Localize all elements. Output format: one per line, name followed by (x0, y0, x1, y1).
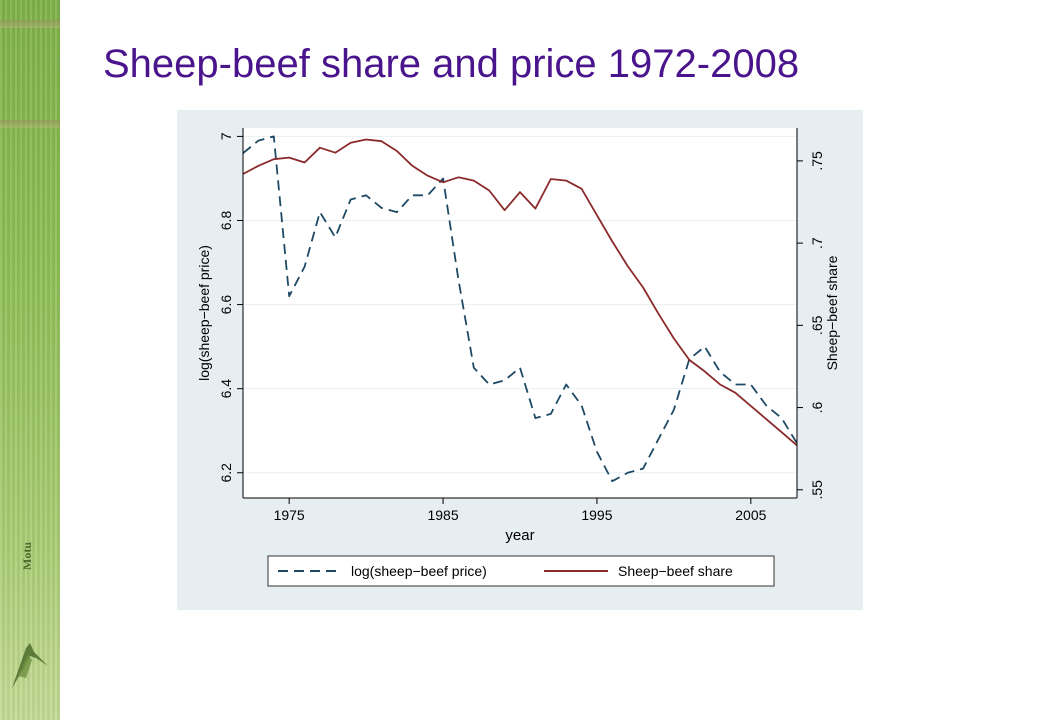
slide-title: Sheep-beef share and price 1972-2008 (103, 42, 800, 86)
legend-label-share: Sheep−beef share (618, 563, 733, 579)
x-tick-label: 1985 (427, 507, 458, 523)
axes: 1975 1985 1995 2005 6.2 6.4 6.6 6.8 7 .55 .6 .65 .7.… (218, 128, 825, 523)
x-tick-label: 1975 (274, 507, 305, 523)
y-axis-right-label: Sheep−beef share (824, 255, 840, 370)
legend-label-price: log(sheep−beef price) (351, 563, 487, 579)
y-right-tick-label: .6 (809, 402, 825, 414)
motu-logo: Motu (8, 542, 52, 698)
x-tick-label: 2005 (735, 507, 766, 523)
grid-lines (243, 135, 797, 474)
side-band-stripe (0, 20, 60, 28)
y-left-tick-label: 6.2 (218, 463, 234, 483)
y-right-tick-label: .55 (809, 480, 825, 500)
chart-panel: 1975 1985 1995 2005 6.2 6.4 6.6 6.8 7 .55 .6 .65 .7.… (177, 110, 863, 610)
x-tick-label: 1995 (581, 507, 612, 523)
share-series-line (242, 138, 798, 447)
x-axis-label: year (505, 527, 534, 544)
decorative-side-band: Motu (0, 0, 60, 720)
legend-box (267, 555, 775, 587)
y-right-tick-label: .65 (809, 315, 825, 335)
y-left-tick-label: 6.4 (218, 379, 234, 399)
plot-area (243, 128, 797, 498)
line-chart: 1975 1985 1995 2005 6.2 6.4 6.6 6.8 7 .55 .6 .65 .7.… (177, 110, 863, 610)
side-band-stripe (0, 120, 60, 128)
series-lines (242, 135, 798, 483)
y-axis-left-label: log(sheep−beef price) (196, 245, 212, 381)
y-left-tick-label: 6.8 (218, 211, 234, 231)
y-right-tick-label: .75 (809, 151, 825, 171)
y-right-tick-label: .7 (809, 237, 825, 249)
y-left-tick-label: 7 (218, 132, 234, 140)
legend: log(sheep−beef price) Sheep−beef share (267, 555, 775, 587)
y-left-tick-label: 6.6 (218, 295, 234, 315)
motu-logo-mark (12, 643, 48, 688)
logo-text: Motu (20, 542, 34, 570)
